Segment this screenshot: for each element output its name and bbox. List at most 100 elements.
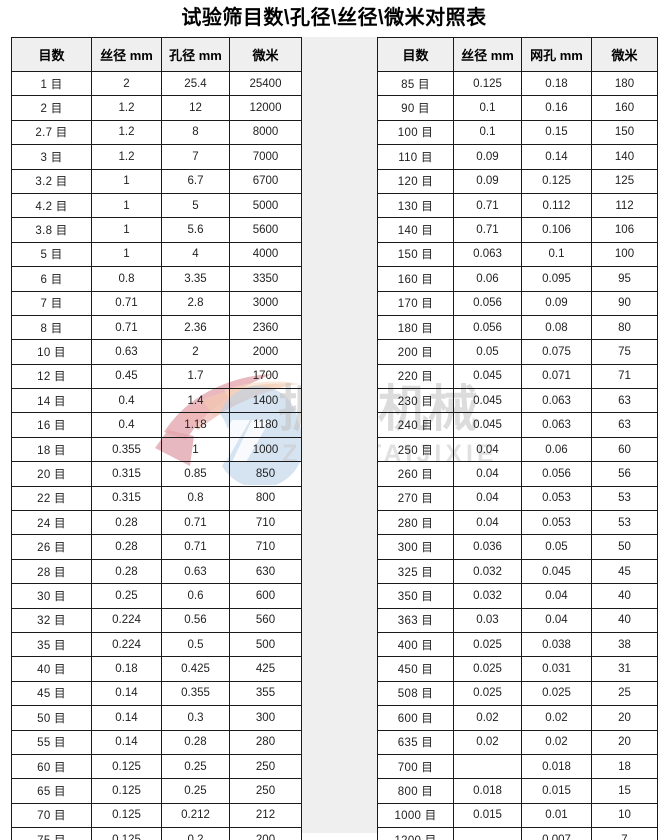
cell-wire-diameter: 0.4 (91, 388, 162, 414)
table-spacer-column (301, 37, 377, 833)
cell-mesh-count: 3.8 目 (11, 217, 92, 243)
cell-micron: 3000 (229, 290, 302, 316)
cell-micron: 160 (591, 95, 658, 121)
cell-wire-diameter: 0.045 (453, 363, 522, 390)
cell-hole-size: 0.6 (161, 583, 230, 609)
cell-wire-diameter: 0.056 (453, 314, 522, 341)
cell-mesh-count: 32 目 (11, 607, 92, 633)
cell-wire-diameter: 0.224 (91, 607, 162, 633)
table-row: 55 目 0.14 0.28 280 (11, 729, 302, 755)
cell-hole-size: 0.2 (161, 827, 230, 840)
cell-mesh-count: 110 目 (377, 144, 454, 170)
cell-micron: 710 (229, 534, 302, 560)
cell-mesh-count: 16 目 (11, 412, 92, 438)
cell-hole-size: 0.106 (521, 217, 592, 243)
cell-wire-diameter: 0.315 (91, 461, 162, 487)
table-row: 250 目 0.04 0.06 60 (377, 436, 658, 463)
cell-micron: 710 (229, 510, 302, 536)
right-table-body: 85 目 0.125 0.18 180 90 目 0.1 0.16 160 100 目 0.1 0.… (377, 70, 658, 840)
cell-mesh-count: 325 目 (377, 558, 454, 585)
cell-hole-size: 0.015 (521, 778, 592, 804)
right-header-mesh: 目数 (377, 37, 454, 72)
left-mesh-table: 目数 丝径 mm 孔径 mm 微米 1 目 2 25.4 25400 2 目 1.2 12 1… (11, 37, 302, 840)
cell-mesh-count: 55 目 (11, 729, 92, 755)
cell-mesh-count: 65 目 (11, 778, 92, 804)
cell-wire-diameter: 0.032 (453, 558, 522, 585)
cell-micron: 1000 (229, 436, 302, 463)
cell-mesh-count: 450 目 (377, 656, 454, 682)
cell-hole-size: 0.63 (161, 558, 230, 585)
cell-micron: 140 (591, 144, 658, 170)
cell-wire-diameter: 0.14 (91, 680, 162, 707)
table-row: 100 目 0.1 0.15 150 (377, 119, 658, 146)
cell-micron: 4000 (229, 241, 302, 268)
cell-mesh-count: 12 目 (11, 363, 92, 390)
cell-mesh-count: 220 目 (377, 363, 454, 390)
cell-wire-diameter: 0.125 (91, 753, 162, 780)
cell-wire-diameter: 0.71 (453, 192, 522, 219)
cell-mesh-count: 90 目 (377, 95, 454, 121)
cell-mesh-count: 60 目 (11, 753, 92, 780)
cell-hole-size: 0.025 (521, 680, 592, 707)
right-table-wrapper: 目数 丝径 mm 网孔 mm 微米 85 目 0.125 0.18 180 90 目 0.… (377, 37, 658, 840)
cell-hole-size: 2 (161, 339, 230, 365)
cell-hole-size: 0.212 (161, 802, 230, 829)
table-row: 10 目 0.63 2 2000 (11, 339, 302, 365)
right-mesh-table: 目数 丝径 mm 网孔 mm 微米 85 目 0.125 0.18 180 90 目 0.… (377, 37, 658, 840)
cell-mesh-count: 100 目 (377, 119, 454, 146)
table-row: 400 目 0.025 0.038 38 (377, 631, 658, 658)
tables-container: 目数 丝径 mm 孔径 mm 微米 1 目 2 25.4 25400 2 目 1.2 12 1… (11, 37, 658, 840)
cell-wire-diameter: 2 (91, 70, 162, 97)
cell-wire-diameter: 0.05 (453, 339, 522, 365)
table-row: 3 目 1.2 7 7000 (11, 144, 302, 170)
cell-wire-diameter: 0.14 (91, 705, 162, 731)
cell-wire-diameter: 0.02 (453, 705, 522, 731)
cell-micron: 425 (229, 656, 302, 682)
cell-mesh-count: 270 目 (377, 485, 454, 512)
cell-wire-diameter: 1.2 (91, 144, 162, 170)
cell-wire-diameter: 0.056 (453, 290, 522, 316)
cell-mesh-count: 800 目 (377, 778, 454, 804)
cell-mesh-count: 30 目 (11, 583, 92, 609)
table-row: 60 目 0.125 0.25 250 (11, 753, 302, 780)
cell-wire-diameter: 0.1 (453, 119, 522, 146)
cell-micron: 90 (591, 290, 658, 316)
table-row: 4.2 目 1 5 5000 (11, 192, 302, 219)
table-row: 6 目 0.8 3.35 3350 (11, 266, 302, 292)
cell-micron: 850 (229, 461, 302, 487)
cell-hole-size: 1.7 (161, 363, 230, 390)
cell-wire-diameter: 1 (91, 168, 162, 194)
cell-hole-size: 0.05 (521, 534, 592, 560)
table-row: 70 目 0.125 0.212 212 (11, 802, 302, 829)
cell-micron: 3350 (229, 266, 302, 292)
cell-wire-diameter: 0.063 (453, 241, 522, 268)
cell-hole-size: 0.038 (521, 631, 592, 658)
cell-micron: 31 (591, 656, 658, 682)
cell-wire-diameter: 0.04 (453, 510, 522, 536)
cell-micron: 212 (229, 802, 302, 829)
table-row: 3.2 目 1 6.7 6700 (11, 168, 302, 194)
cell-mesh-count: 1200 目 (377, 827, 454, 840)
cell-micron: 7000 (229, 144, 302, 170)
cell-mesh-count: 130 目 (377, 192, 454, 219)
cell-mesh-count: 3 目 (11, 144, 92, 170)
cell-micron: 40 (591, 583, 658, 609)
cell-hole-size: 0.425 (161, 656, 230, 682)
cell-hole-size: 0.045 (521, 558, 592, 585)
table-row: 28 目 0.28 0.63 630 (11, 558, 302, 585)
cell-hole-size: 25.4 (161, 70, 230, 97)
cell-wire-diameter: 0.018 (453, 778, 522, 804)
cell-mesh-count: 160 目 (377, 266, 454, 292)
cell-hole-size: 0.15 (521, 119, 592, 146)
cell-hole-size: 0.85 (161, 461, 230, 487)
cell-wire-diameter: 0.015 (453, 802, 522, 829)
cell-wire-diameter: 0.25 (91, 583, 162, 609)
cell-mesh-count: 24 目 (11, 510, 92, 536)
table-row: 120 目 0.09 0.125 125 (377, 168, 658, 194)
cell-micron: 300 (229, 705, 302, 731)
table-row: 16 目 0.4 1.18 1180 (11, 412, 302, 438)
table-row: 8 目 0.71 2.36 2360 (11, 314, 302, 341)
cell-hole-size: 5.6 (161, 217, 230, 243)
